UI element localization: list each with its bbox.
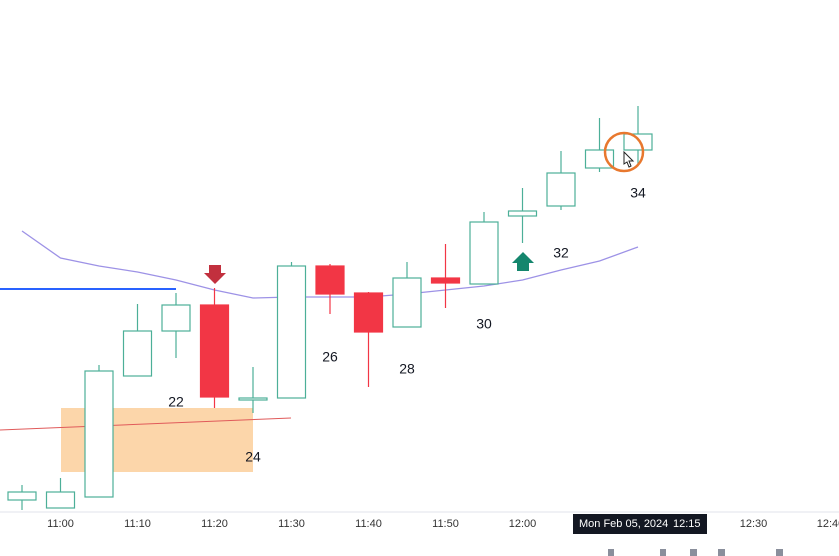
toolbar-icon[interactable] (718, 549, 725, 556)
bar-number: 22 (168, 394, 184, 410)
toolbar-icon[interactable] (608, 549, 614, 556)
toolbar-icon[interactable] (660, 549, 666, 556)
x-tick-label: 12:30 (740, 518, 768, 530)
candle-body (84, 370, 114, 498)
candle-body (199, 304, 230, 398)
bar-number: 30 (476, 316, 492, 332)
candle-body (430, 277, 461, 284)
bar-number: 34 (630, 185, 646, 201)
x-tick-label: 12:40 (817, 518, 839, 530)
candle-body (623, 133, 653, 151)
x-tick-label: 12:00 (509, 518, 537, 530)
bar-number: 24 (245, 449, 261, 465)
candle-body (238, 397, 268, 401)
candle-body (315, 265, 345, 295)
buy-arrow (512, 252, 534, 271)
x-tick-label: 11:30 (278, 518, 305, 530)
x-tick-label: 11:00 (47, 518, 74, 530)
toolbar-icon[interactable] (776, 549, 783, 556)
crosshair-label-box (573, 514, 707, 534)
cursor (623, 150, 635, 168)
candle-body (7, 491, 37, 501)
crosshair-date: Mon Feb 05, 2024 (579, 518, 668, 530)
candle-body (546, 172, 576, 207)
candle-body (45, 491, 76, 509)
candle-body (392, 277, 422, 328)
x-tick-label: 11:40 (355, 518, 382, 530)
bottom-toolbar (608, 549, 783, 556)
bar-number: 28 (399, 361, 415, 377)
bar-number: 32 (553, 245, 569, 261)
trend-line (0, 417, 292, 431)
x-tick-label: 11:20 (201, 518, 228, 530)
candle-body (276, 265, 307, 399)
crosshair-time: 12:15 (673, 518, 701, 530)
x-tick-label: 11:10 (124, 518, 151, 530)
candle-body (122, 330, 153, 377)
candle-body (584, 149, 615, 169)
candle-body (507, 210, 538, 217)
candle-body (469, 221, 499, 285)
sell-arrow (204, 265, 226, 284)
x-tick-label: 11:50 (432, 518, 459, 530)
candle-body (161, 304, 191, 332)
cursor-highlight (603, 131, 645, 173)
bar-number: 26 (322, 349, 338, 365)
candle-body (353, 292, 384, 333)
toolbar-icon[interactable] (690, 549, 697, 556)
